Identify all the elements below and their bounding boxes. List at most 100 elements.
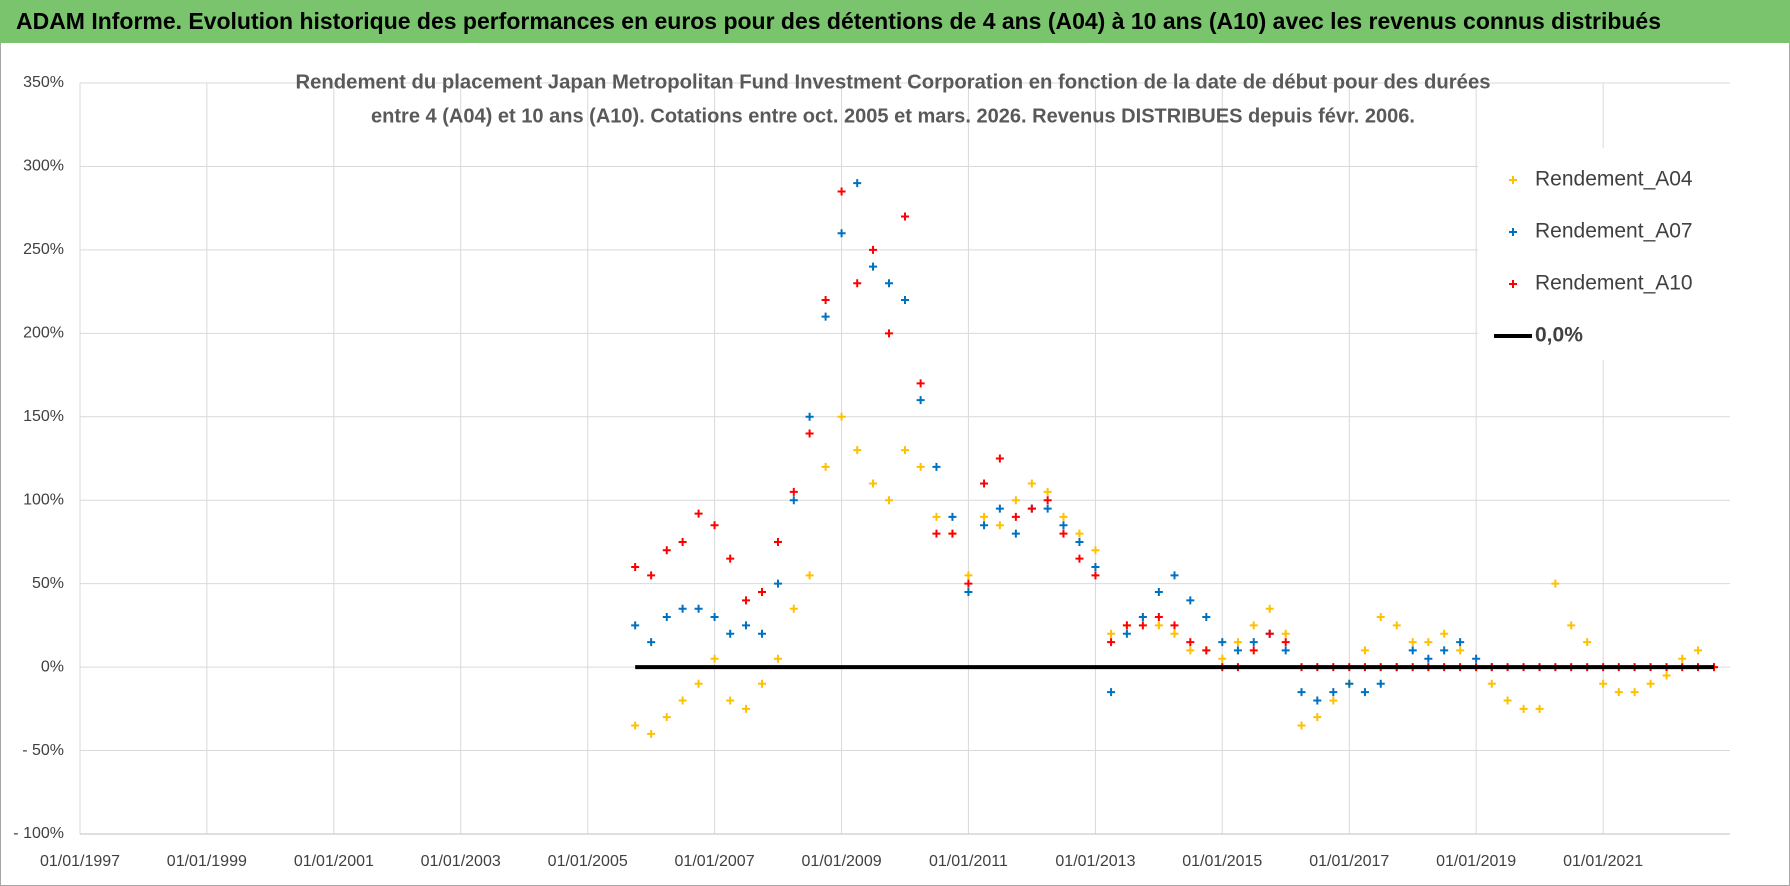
data-point [1011, 496, 1020, 505]
x-tick-label: 01/01/2003 [421, 853, 501, 870]
legend-swatch [1509, 176, 1517, 184]
data-point [757, 588, 766, 597]
data-point [773, 579, 782, 588]
data-point [1186, 646, 1195, 655]
data-point [742, 704, 751, 713]
x-tick-label: 01/01/2001 [294, 853, 374, 870]
data-point [1313, 696, 1322, 705]
data-point [631, 721, 640, 730]
data-point [1233, 646, 1242, 655]
data-point [1376, 679, 1385, 688]
data-point [1281, 629, 1290, 638]
plot [79, 82, 1730, 835]
data-point [1424, 654, 1433, 663]
data-point [1408, 638, 1417, 647]
legend-swatch [1509, 280, 1517, 288]
data-point [1662, 671, 1671, 680]
data-point [948, 529, 957, 538]
data-point [869, 262, 878, 271]
data-point [964, 579, 973, 588]
data-point [805, 429, 814, 438]
data-point [1059, 512, 1068, 521]
data-point [837, 412, 846, 421]
data-point [726, 696, 735, 705]
data-point [869, 479, 878, 488]
y-tick-label: - 50% [22, 742, 64, 759]
data-point [1107, 638, 1116, 647]
data-point [789, 604, 798, 613]
data-point [964, 588, 973, 597]
data-point [757, 679, 766, 688]
data-point [1392, 621, 1401, 630]
data-point [916, 379, 925, 388]
x-tick-label: 01/01/2007 [675, 853, 755, 870]
data-point [1265, 604, 1274, 613]
x-tick-label: 01/01/2005 [548, 853, 628, 870]
data-point [1472, 654, 1481, 663]
data-point [1503, 696, 1512, 705]
data-point [694, 509, 703, 518]
data-point [1456, 646, 1465, 655]
data-point [1218, 638, 1227, 647]
data-point [885, 496, 894, 505]
data-point [647, 571, 656, 580]
data-point [1360, 646, 1369, 655]
data-point [853, 279, 862, 288]
data-point [885, 279, 894, 288]
data-point [980, 479, 989, 488]
data-point [1170, 629, 1179, 638]
data-point [1281, 638, 1290, 647]
data-point [647, 729, 656, 738]
data-point [694, 604, 703, 613]
data-point [773, 654, 782, 663]
data-point [964, 571, 973, 580]
data-point [1424, 638, 1433, 647]
data-point [821, 462, 830, 471]
x-tick-label: 01/01/2019 [1436, 853, 1516, 870]
data-point [948, 512, 957, 521]
data-point [805, 571, 814, 580]
data-point [1360, 688, 1369, 697]
x-tick-label: 01/01/1999 [167, 853, 247, 870]
y-tick-label: 250% [23, 241, 64, 258]
data-point [1091, 571, 1100, 580]
data-point [678, 696, 687, 705]
data-point [710, 521, 719, 530]
data-point [853, 179, 862, 188]
data-point [694, 679, 703, 688]
data-point [1329, 696, 1338, 705]
data-point [742, 621, 751, 630]
header-bar [0, 0, 1790, 43]
data-point [1519, 704, 1528, 713]
header-title: ADAM Informe. Evolution historique des p… [16, 8, 1661, 34]
data-point [1218, 654, 1227, 663]
data-point [1313, 713, 1322, 722]
data-point [1281, 646, 1290, 655]
data-point [662, 713, 671, 722]
x-tick-label: 01/01/2013 [1055, 853, 1135, 870]
data-point [1170, 621, 1179, 630]
data-point [647, 638, 656, 647]
data-point [1075, 554, 1084, 563]
y-tick-label: - 100% [13, 825, 64, 842]
data-point [1075, 529, 1084, 538]
data-point [710, 654, 719, 663]
data-point [1170, 571, 1179, 580]
x-tick-label: 01/01/2009 [802, 853, 882, 870]
data-point [1091, 562, 1100, 571]
data-point [1694, 646, 1703, 655]
data-point [1154, 621, 1163, 630]
legend-label: Rendement_A04 [1535, 168, 1693, 191]
data-point [1138, 621, 1147, 630]
data-point [1535, 704, 1544, 713]
data-point [916, 462, 925, 471]
data-point [995, 454, 1004, 463]
x-tick-label: 01/01/2021 [1563, 853, 1643, 870]
data-point [1233, 638, 1242, 647]
data-point [757, 629, 766, 638]
data-point [1011, 512, 1020, 521]
data-point [789, 496, 798, 505]
data-point [1487, 679, 1496, 688]
data-point [837, 229, 846, 238]
